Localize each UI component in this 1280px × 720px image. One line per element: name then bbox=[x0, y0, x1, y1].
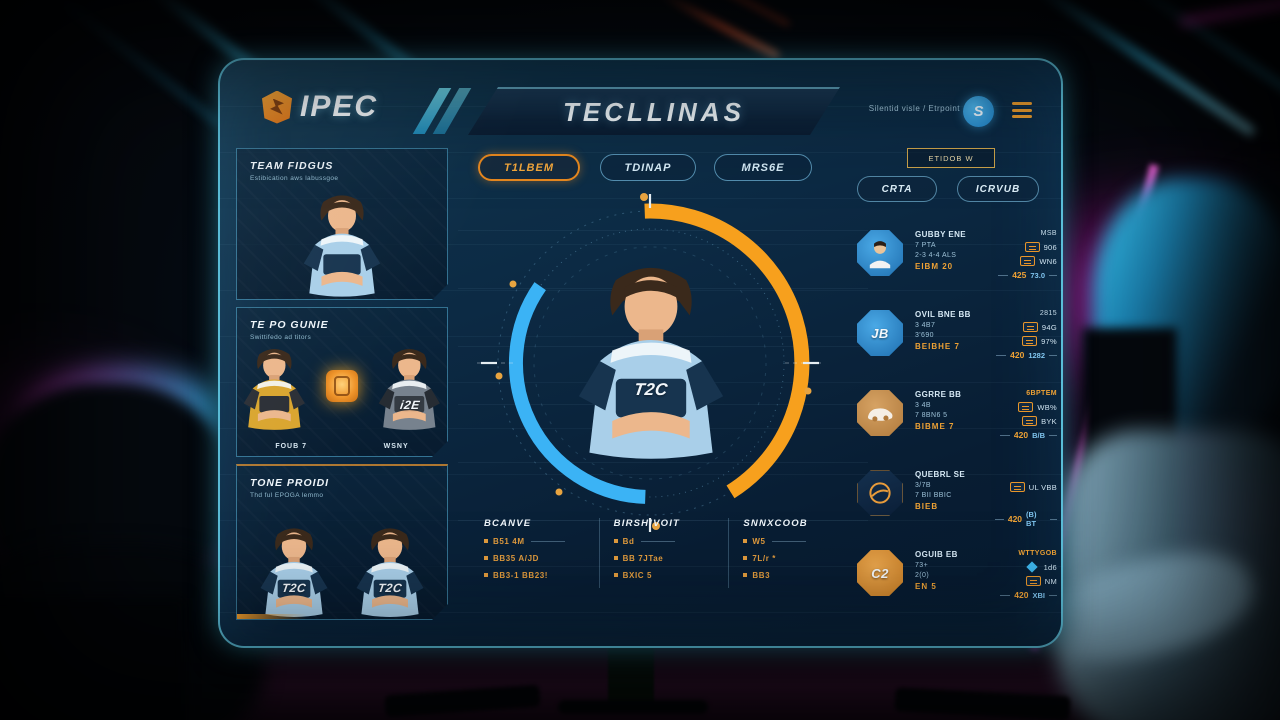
card-title: TONE PROIDI bbox=[250, 477, 330, 489]
stat-item: Bd bbox=[613, 537, 717, 546]
jersey-logo: T2C bbox=[632, 380, 670, 400]
roster-row-2[interactable]: JB OVIL BNE BB 3 4B7 3'690 BEIBHE 7 2815… bbox=[857, 300, 1057, 380]
caption-right: WSNY bbox=[383, 443, 409, 450]
player-bust-icon bbox=[857, 230, 903, 276]
roster-row-stats: 6BPTEM WB% BYK 420 B/B bbox=[995, 380, 1057, 460]
roster-row-text: GUBBY ENE 7 PTA 2-3 4-4 ALS EIBM 20 bbox=[915, 230, 967, 271]
stat-item: BXIC 5 bbox=[613, 571, 717, 580]
card-title: TEAM FIDGUS bbox=[250, 160, 334, 172]
logo-text: IPEC bbox=[300, 90, 379, 123]
tab-1[interactable]: T1LBEM bbox=[478, 154, 580, 181]
bottom-stats: BCANVE B51 4M BB35 A/JD BB3-1 BB23! BIRS… bbox=[470, 518, 858, 588]
hamburger-menu-icon[interactable] bbox=[1012, 102, 1032, 118]
filter-dropdown[interactable]: ETIDOB W bbox=[907, 148, 995, 168]
card-subtitle: Swittifedo ad titors bbox=[250, 334, 312, 341]
tab-bar: T1LBEM TDINAP MRS6E bbox=[220, 154, 1061, 182]
gauge-svg bbox=[475, 193, 825, 532]
jb-emblem-icon: JB bbox=[857, 310, 903, 356]
session-text: Silentid visle / Etrpoint bbox=[868, 104, 960, 113]
dashboard-screen: IPEC TECLLINAS Silentid visle / Etrpoint… bbox=[218, 58, 1063, 648]
player-avatar bbox=[294, 187, 390, 299]
team-card-1[interactable]: TEAM FIDGUS Estibication aws labussgoe bbox=[236, 148, 448, 300]
stat-item: W5 bbox=[743, 537, 846, 546]
monitor-stand-base bbox=[558, 700, 708, 714]
featured-player-avatar: T2C bbox=[563, 252, 739, 464]
foreground-shadow bbox=[0, 598, 185, 720]
ipec-logo-icon bbox=[262, 90, 292, 124]
stat-column-header: SNNXCOOB bbox=[743, 518, 808, 529]
player-avatar bbox=[237, 338, 312, 436]
stat-column-3: SNNXCOOB W5 7L/r * BB3 bbox=[728, 518, 858, 588]
caption-left: FOUB 7 bbox=[275, 443, 307, 450]
roster-row-text: GGRRE BB 3 4B 7 8BN6 5 BIBME 7 bbox=[915, 390, 962, 431]
team-card-2[interactable]: TE PO GUNIE Swittifedo ad titors i2E FOU… bbox=[236, 307, 448, 457]
roster-row-stats: MSB 906 WN6 425 73.0 bbox=[995, 220, 1057, 300]
card-illustration bbox=[237, 187, 447, 299]
player-avatar: T2C bbox=[253, 521, 335, 619]
player-avatar: T2C bbox=[349, 521, 431, 619]
c2-emblem-icon: C2 bbox=[857, 550, 903, 596]
glowing-emblem bbox=[326, 370, 359, 402]
right-panel-button-1[interactable]: CRTA bbox=[857, 176, 937, 202]
stat-item: BB3 bbox=[743, 571, 846, 580]
roster-row-stats: UL VBB 420 (B) BT bbox=[995, 460, 1057, 540]
stat-chip-icon bbox=[1022, 336, 1038, 346]
card-captions: FOUB 7 WSNY bbox=[237, 443, 447, 450]
stat-item: BB3-1 BB23! bbox=[484, 571, 587, 580]
roster-list: GUBBY ENE 7 PTA 2-3 4-4 ALS EIBM 20 MSB … bbox=[857, 220, 1057, 620]
ring-emblem-icon bbox=[857, 470, 903, 516]
tab-2[interactable]: TDINAP bbox=[600, 154, 696, 181]
roster-row-stats: 2815 94G 97% 420 1282 bbox=[995, 300, 1057, 380]
roster-row-text: OVIL BNE BB 3 4B7 3'690 BEIBHE 7 bbox=[915, 310, 971, 351]
stat-item: BB 7JTae bbox=[613, 554, 717, 563]
roster-row-text: QUEBRL SE 3/7B 7 BII BBIC BIEB bbox=[915, 470, 966, 511]
roster-row-4[interactable]: QUEBRL SE 3/7B 7 BII BBIC BIEB UL VBB 42… bbox=[857, 460, 1057, 540]
stat-chip-icon bbox=[1024, 242, 1040, 252]
roster-row-3[interactable]: GGRRE BB 3 4B 7 8BN6 5 BIBME 7 6BPTEM WB… bbox=[857, 380, 1057, 460]
card-subtitle: Thd ful EPOGA lemmo bbox=[250, 492, 324, 499]
stat-item: 7L/r * bbox=[743, 554, 846, 563]
card-subtitle: Estibication aws labussgoe bbox=[250, 175, 339, 182]
stat-item: B51 4M bbox=[484, 537, 587, 546]
stat-chip-icon bbox=[1022, 322, 1038, 332]
roster-row-stats: WTTYGOB 1d6 NM 420 XBI bbox=[995, 540, 1057, 620]
stat-chip-icon bbox=[1018, 402, 1034, 412]
player-gauge-ring: T2C bbox=[475, 188, 825, 538]
card-title: TE PO GUNIE bbox=[250, 319, 329, 331]
profile-badge[interactable]: S bbox=[963, 96, 994, 127]
roster-row-5[interactable]: C2 OGUIB EB 73+ 2(0) EN 5 WTTYGOB 1d6 NM… bbox=[857, 540, 1057, 620]
team-card-3[interactable]: TONE PROIDI Thd ful EPOGA lemmo T2C T2C bbox=[236, 464, 448, 620]
stat-column-header: BCANVE bbox=[484, 518, 532, 529]
page-title: TECLLINAS bbox=[563, 96, 745, 127]
stat-item: BB35 A/JD bbox=[484, 554, 587, 563]
right-panel-button-2[interactable]: ICRVUB bbox=[957, 176, 1039, 202]
jersey-logo: i2E bbox=[398, 397, 421, 412]
stat-column-header: BIRSHIVOIT bbox=[613, 518, 681, 529]
roster-row-1[interactable]: GUBBY ENE 7 PTA 2-3 4-4 ALS EIBM 20 MSB … bbox=[857, 220, 1057, 300]
card-illustration: i2E bbox=[237, 346, 447, 436]
app-logo: IPEC bbox=[262, 90, 378, 124]
jersey-logo: T2C bbox=[280, 580, 308, 595]
stat-column-1: BCANVE B51 4M BB35 A/JD BB3-1 BB23! bbox=[470, 518, 599, 588]
roster-row-text: OGUIB EB 73+ 2(0) EN 5 bbox=[915, 550, 958, 591]
stat-chip-icon bbox=[1022, 416, 1038, 426]
monitor-stand bbox=[608, 645, 654, 707]
stat-chip-icon bbox=[1009, 482, 1025, 492]
stat-chip-icon bbox=[1025, 576, 1041, 586]
tab-3[interactable]: MRS6E bbox=[714, 154, 812, 181]
jersey-logo: T2C bbox=[376, 580, 404, 595]
stat-column-2: BIRSHIVOIT Bd BB 7JTae BXIC 5 bbox=[598, 518, 729, 588]
diamond-icon bbox=[1025, 562, 1040, 572]
title-banner: TECLLINAS bbox=[468, 87, 840, 135]
card-illustration: T2C T2C bbox=[237, 504, 447, 619]
stat-chip-icon bbox=[1020, 256, 1036, 266]
player-avatar: i2E bbox=[372, 338, 447, 436]
car-emblem-icon bbox=[857, 390, 903, 436]
